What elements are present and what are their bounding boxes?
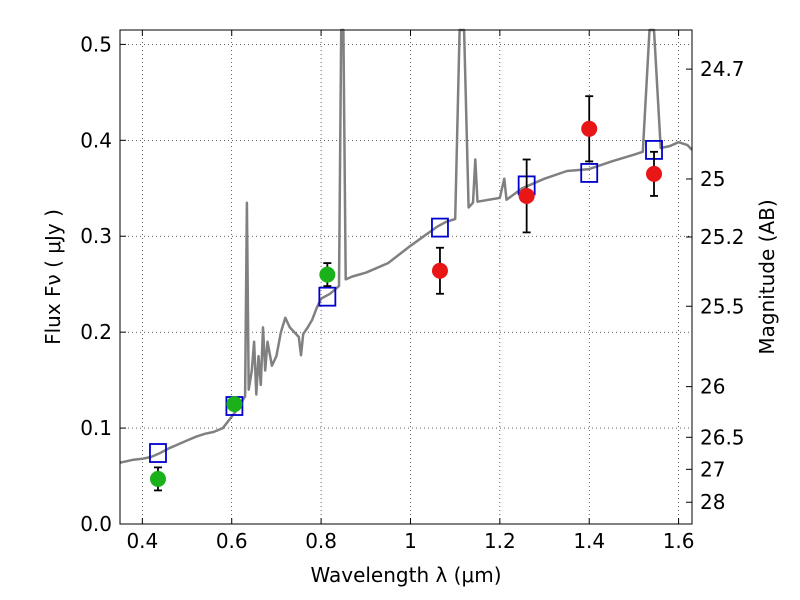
magnitude-tick-label: 27 (700, 457, 725, 481)
x-tick-label: 1 (404, 529, 417, 553)
nir-photometry-point (518, 187, 535, 204)
model-photometry-square (431, 217, 449, 238)
model-photometry-square (318, 286, 337, 307)
x-tick-label: 0.8 (305, 529, 337, 553)
optical-photometry-point (226, 396, 243, 413)
spectrum-layer (119, 28, 693, 464)
y-tick-label: 0.2 (80, 320, 112, 344)
x-tick-label: 0.4 (126, 529, 158, 553)
x-tick-label: 1.6 (663, 529, 695, 553)
model-photometry-square (149, 443, 167, 463)
nir-photometry-point (431, 262, 448, 279)
nir-photometry-point (646, 165, 663, 182)
x-axis-title: Wavelength λ (μm) (310, 563, 501, 587)
tick-layer: 0.4 0.6 0.8 1 1.2 1.4 1.6 0.0 0.1 0.2 0.3 0.4 0.5 24.… (80, 30, 745, 553)
magnitude-tick-label: 26.5 (700, 425, 745, 449)
magnitude-tick-label: 25.5 (700, 294, 745, 318)
y2-axis-title: Magnitude (AB) (755, 199, 779, 354)
y-axis-title: Flux Fν ( μJy ) (41, 209, 65, 345)
magnitude-tick-label: 25 (700, 167, 725, 191)
optical-photometry-point (149, 470, 166, 487)
y-tick-label: 0.4 (80, 128, 112, 152)
model-spectrum-line (119, 28, 693, 464)
x-tick-label: 1.2 (484, 529, 516, 553)
x-tick-label: 0.6 (216, 529, 248, 553)
y-tick-label: 0.3 (80, 224, 112, 248)
plot-frame (119, 29, 693, 525)
y-tick-label: 0.1 (80, 416, 112, 440)
y-tick-label: 0.5 (80, 32, 112, 56)
magnitude-tick-label: 24.7 (700, 57, 745, 81)
grid-layer (120, 30, 692, 525)
magnitude-tick-label: 26 (700, 375, 725, 399)
marker-layer (149, 95, 663, 492)
x-tick-label: 1.4 (573, 529, 605, 553)
magnitude-tick-label: 28 (700, 490, 725, 514)
optical-photometry-point (319, 266, 336, 283)
model-photometry-square (580, 163, 599, 183)
y-tick-label: 0.0 (80, 512, 112, 536)
nir-photometry-point (581, 120, 598, 137)
magnitude-tick-label: 25.2 (700, 225, 745, 249)
